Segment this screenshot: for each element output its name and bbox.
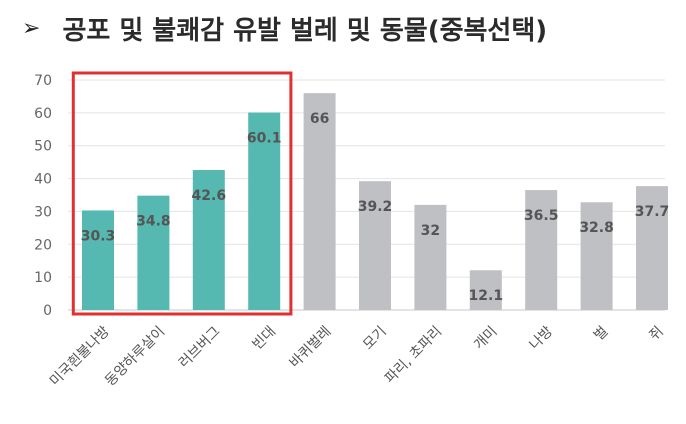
data-label: 42.6 — [192, 188, 227, 204]
data-label: 32 — [421, 223, 440, 239]
chart-title: 공포 및 불쾌감 유발 벌레 및 동물(중복선택) — [62, 15, 548, 46]
y-tick-label: 30 — [34, 204, 52, 220]
category-label: 바퀴벌레 — [287, 324, 335, 372]
bar — [82, 210, 114, 310]
y-tick-label: 60 — [34, 106, 52, 122]
bar — [414, 204, 447, 310]
category-label: 나방 — [526, 323, 556, 353]
data-label: 32.8 — [579, 220, 614, 236]
category-label: 파리, 초파리 — [382, 324, 445, 387]
y-tick-label: 20 — [34, 237, 52, 253]
bar — [248, 112, 281, 311]
bar — [525, 190, 558, 310]
data-label: 39.2 — [358, 199, 393, 215]
y-tick-label: 10 — [34, 270, 52, 286]
category-label: 동양하루살이 — [102, 324, 168, 390]
category-label: 모기 — [360, 324, 390, 354]
title-row: ➢ 공포 및 불쾌감 유발 벌레 및 동물(중복선택) — [22, 8, 547, 48]
y-tick-label: 70 — [34, 73, 52, 89]
category-label: 벌 — [591, 324, 611, 344]
category-label: 개미 — [471, 324, 501, 354]
bar — [580, 202, 613, 310]
highlight-box — [71, 71, 293, 316]
arrow-bullet-icon: ➢ — [22, 15, 41, 41]
data-label: 30.3 — [81, 228, 116, 244]
data-label: 12.1 — [469, 288, 504, 304]
category-label: 쥐 — [646, 324, 666, 344]
bar — [636, 186, 668, 310]
data-label: 66 — [310, 111, 329, 127]
bar — [469, 270, 502, 310]
category-label: 러브버그 — [176, 323, 224, 371]
category-label: 빈대 — [249, 324, 279, 354]
y-tick-label: 40 — [34, 172, 52, 188]
data-label: 36.5 — [524, 208, 559, 224]
bar — [137, 195, 170, 310]
bar — [359, 181, 391, 310]
bars — [82, 93, 668, 311]
y-tick-label: 0 — [43, 303, 52, 319]
data-label: 60.1 — [247, 131, 282, 147]
data-label: 37.7 — [635, 204, 670, 220]
y-tick-label: 50 — [34, 139, 52, 155]
y-axis-ticks: 0 10 20 30 40 50 60 70 — [34, 73, 52, 319]
data-label: 34.8 — [136, 214, 171, 230]
bar — [303, 93, 336, 311]
bar — [192, 170, 225, 310]
data-labels: 30.3 34.8 42.6 60.1 66 39.2 32 12.1 36.5 32.8 37.7 — [81, 111, 670, 304]
